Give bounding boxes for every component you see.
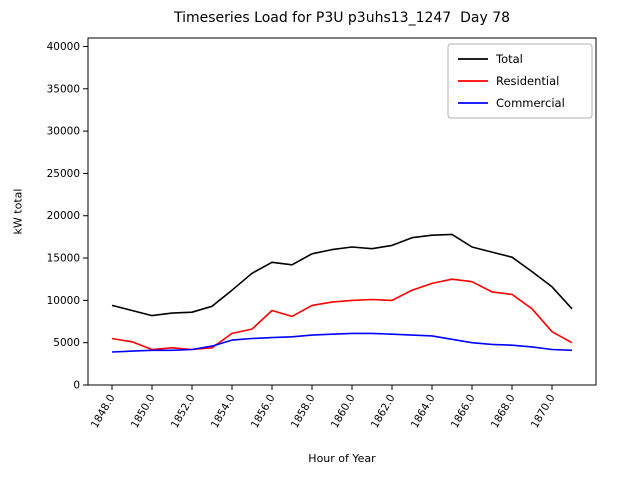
y-axis-label: kW total <box>11 188 25 235</box>
x-axis-tick-label: 1850.0 <box>129 393 158 431</box>
y-axis-tick-label: 20000 <box>47 210 80 222</box>
legend-label-commercial: Commercial <box>496 96 565 110</box>
x-axis-label: Hour of Year <box>308 452 376 465</box>
y-axis-tick-label: 35000 <box>47 83 80 95</box>
axes-box <box>87 37 597 386</box>
series-line-commercial <box>111 332 573 353</box>
x-axis-tick-label: 1852.0 <box>169 393 198 431</box>
x-axis-tick-label: 1858.0 <box>289 393 318 431</box>
x-axis-tick-label: 1870.0 <box>529 393 558 431</box>
x-axis-tick-label: 1848.0 <box>89 393 118 431</box>
x-axis-tick-label: 1866.0 <box>449 393 478 431</box>
legend-label-total: Total <box>495 52 523 66</box>
y-axis-tick-label: 0 <box>73 380 80 392</box>
y-axis-tick-label: 40000 <box>47 41 80 53</box>
y-axis-tick-label: 15000 <box>47 253 80 265</box>
x-axis-tick-label: 1868.0 <box>489 393 518 431</box>
x-axis-tick-label: 1856.0 <box>249 393 278 431</box>
series-line-residential <box>111 278 573 351</box>
chart-title: Timeseries Load for P3U p3uhs13_1247 Day… <box>173 10 511 26</box>
x-axis-tick-label: 1860.0 <box>329 393 358 431</box>
series-line-total <box>111 233 573 317</box>
legend-box <box>447 43 593 119</box>
y-axis-tick-label: 10000 <box>47 295 80 307</box>
y-axis-tick-label: 25000 <box>47 168 80 180</box>
y-axis-tick-label: 5000 <box>53 337 80 349</box>
x-axis-tick-label: 1854.0 <box>209 393 238 431</box>
y-axis-tick-label: 30000 <box>47 126 80 138</box>
x-axis-tick-label: 1864.0 <box>409 393 438 431</box>
legend-label-residential: Residential <box>496 74 559 88</box>
x-axis-tick-label: 1862.0 <box>369 393 398 431</box>
